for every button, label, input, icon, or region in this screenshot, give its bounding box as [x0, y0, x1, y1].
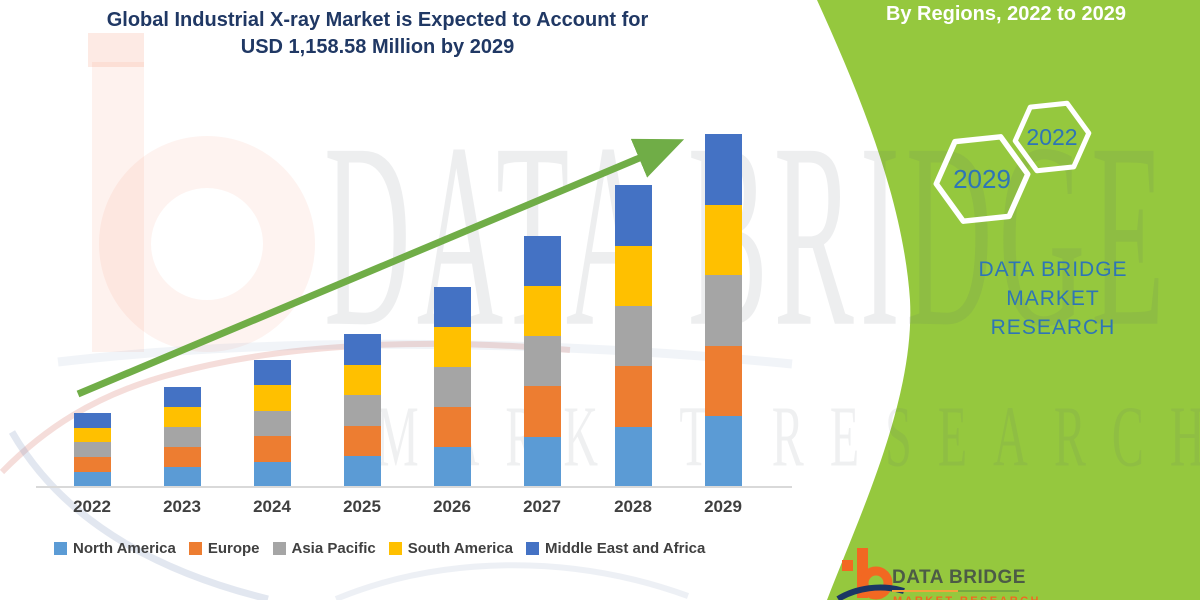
hexagon-2022-year: 2022 — [1026, 124, 1077, 150]
watermark-text-row2: MARKET RESEARCH — [376, 389, 1200, 486]
bar-2025-segment-asia-pacific — [343, 395, 381, 426]
bar-2022-segment-south-america — [73, 427, 111, 443]
page-title-line1: Global Industrial X-ray Market is Expect… — [106, 9, 649, 31]
legend-item-europe: Europe — [188, 540, 260, 557]
bar-2025-segment-south-america — [343, 364, 381, 396]
bar-2027-segment-south-america — [523, 285, 561, 337]
bar-2026-segment-south-america — [433, 327, 471, 368]
footer-logo-name: DATA BRIDGE — [892, 567, 1026, 588]
legend: North America Europe Asia Pacific South Ame… — [54, 540, 705, 557]
bar-2029 — [704, 134, 742, 487]
legend-label-asia-pacific: Asia Pacific — [291, 540, 376, 557]
bar-2023-segment-south-america — [163, 406, 201, 427]
bar-2028-segment-north-america — [614, 426, 652, 487]
legend-item-south-america: South America — [388, 540, 514, 557]
page-title: Global Industrial X-ray Market is Expect… — [85, 7, 670, 61]
bar-2023 — [163, 386, 201, 487]
x-axis-label-2029: 2029 — [704, 497, 742, 516]
bar-2028 — [614, 185, 652, 487]
legend-swatch-middle-east-and-africa — [526, 542, 540, 555]
bar-2024-segment-north-america — [253, 461, 291, 487]
legend-swatch-north-america — [54, 542, 67, 555]
x-axis-label-2025: 2025 — [343, 497, 381, 516]
x-axis-line — [36, 486, 792, 488]
bar-2024 — [253, 359, 291, 487]
legend-label-south-america: South America — [407, 540, 514, 557]
side-panel-heading: By Regions, 2022 to 2029 — [885, 3, 1127, 25]
bar-2022-segment-asia-pacific — [73, 442, 111, 458]
bar-2022-segment-europe — [73, 457, 111, 473]
legend-label-north-america: North America — [73, 540, 176, 557]
bar-2027-segment-asia-pacific — [523, 336, 561, 387]
bar-2029-segment-south-america — [704, 204, 742, 276]
hexagon-2022 — [1012, 100, 1092, 174]
bar-2024-segment-south-america — [253, 385, 291, 411]
bar-2027-segment-europe — [523, 386, 561, 437]
bar-2028-segment-middle-east-and-africa — [614, 185, 652, 246]
panel-brand-line2: RESEARCH — [990, 316, 1116, 339]
bar-2026-segment-europe — [433, 407, 471, 448]
bar-2022-segment-middle-east-and-africa — [73, 412, 111, 428]
bar-2025-segment-north-america — [343, 456, 381, 487]
hexagon-2029 — [933, 134, 1031, 224]
x-axis-label-2026: 2026 — [433, 497, 471, 516]
bar-2025-segment-middle-east-and-africa — [343, 334, 381, 365]
legend-swatch-asia-pacific — [272, 542, 286, 555]
bar-2029-segment-north-america — [704, 416, 742, 487]
watermark-blue-arc-2 — [334, 562, 690, 600]
bar-2027-segment-north-america — [523, 436, 561, 487]
bar-2023-segment-middle-east-and-africa — [163, 386, 201, 407]
x-axis-label-2022: 2022 — [73, 497, 111, 516]
logo-bowl — [859, 566, 893, 600]
bar-2024-segment-middle-east-and-africa — [253, 359, 291, 386]
bar-2028-segment-south-america — [614, 245, 652, 307]
page-title-line2: USD 1,158.58 Million by 2029 — [240, 36, 515, 58]
legend-item-north-america: North America — [54, 540, 176, 557]
legend-swatch-south-america — [388, 542, 402, 555]
bar-2028-segment-asia-pacific — [614, 306, 652, 367]
legend-label-europe: Europe — [207, 540, 260, 557]
legend-item-asia-pacific: Asia Pacific — [272, 540, 376, 557]
footer-logo-underline — [892, 590, 1019, 592]
legend-label-middle-east-and-africa: Middle East and Africa — [545, 540, 706, 557]
bar-2027-segment-middle-east-and-africa — [523, 235, 561, 286]
panel-brand-line1: DATA BRIDGE MARKET — [978, 258, 1128, 310]
legend-swatch-europe — [188, 542, 202, 555]
bar-2026-segment-middle-east-and-africa — [433, 287, 471, 328]
x-axis-label-2027: 2027 — [523, 497, 561, 516]
watermark-stem — [92, 62, 144, 352]
bar-2024-segment-europe — [253, 436, 291, 462]
bar-2027 — [523, 235, 561, 487]
bar-2026 — [433, 287, 471, 487]
bar-2023-segment-asia-pacific — [163, 426, 201, 447]
watermark-bowl — [99, 136, 315, 352]
logo-square — [842, 560, 853, 571]
bar-2029-segment-middle-east-and-africa — [704, 134, 742, 205]
bar-2024-segment-asia-pacific — [253, 410, 291, 437]
bar-2025 — [343, 334, 381, 487]
bar-2029-segment-asia-pacific — [704, 275, 742, 346]
x-axis-label-2023: 2023 — [163, 497, 201, 516]
bar-2022-segment-north-america — [73, 472, 111, 487]
hexagon-2029-year: 2029 — [953, 164, 1011, 194]
footer-logo-subtext: MARKET RESEARCH — [893, 595, 1041, 600]
bar-2025-segment-europe — [343, 425, 381, 457]
bar-2023-segment-north-america — [163, 466, 201, 487]
watermark-blue-arc — [8, 430, 269, 600]
bar-2029-segment-europe — [704, 345, 742, 417]
watermark-blue-deck — [57, 339, 793, 369]
x-axis-label-2024: 2024 — [253, 497, 291, 516]
bar-2023-segment-europe — [163, 446, 201, 467]
bar-2028-segment-europe — [614, 366, 652, 427]
bar-2022 — [73, 412, 111, 487]
bar-2026-segment-asia-pacific — [433, 367, 471, 408]
legend-item-middle-east-and-africa: Middle East and Africa — [526, 540, 705, 557]
panel-brand-text: DATA BRIDGE MARKET RESEARCH — [936, 255, 1170, 342]
logo-stem — [857, 548, 868, 598]
bar-2026-segment-north-america — [433, 447, 471, 487]
x-axis-label-2028: 2028 — [614, 497, 652, 516]
